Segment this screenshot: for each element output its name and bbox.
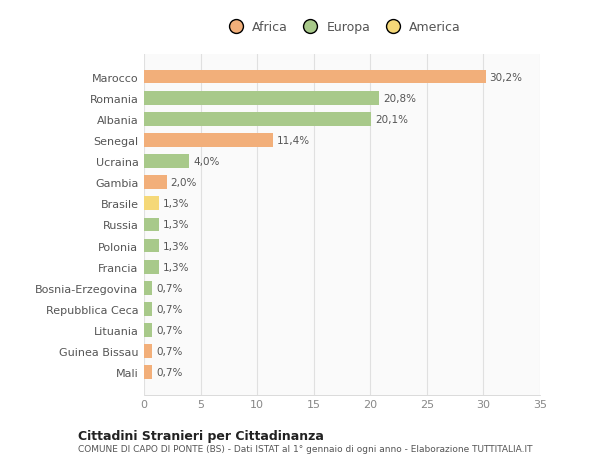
- Bar: [144, 218, 159, 232]
- Bar: [144, 155, 189, 168]
- Text: Cittadini Stranieri per Cittadinanza: Cittadini Stranieri per Cittadinanza: [78, 429, 324, 442]
- Bar: [144, 239, 159, 253]
- Text: 2,0%: 2,0%: [170, 178, 197, 188]
- Text: 1,3%: 1,3%: [163, 220, 189, 230]
- Bar: [144, 260, 159, 274]
- Bar: [144, 366, 152, 379]
- Text: 20,1%: 20,1%: [376, 115, 409, 124]
- Legend: Africa, Europa, America: Africa, Europa, America: [220, 17, 464, 38]
- Text: 1,3%: 1,3%: [163, 199, 189, 209]
- Bar: [144, 324, 152, 337]
- Bar: [144, 134, 273, 147]
- Text: 4,0%: 4,0%: [193, 157, 220, 167]
- Bar: [144, 197, 159, 211]
- Bar: [144, 71, 485, 84]
- Text: 0,7%: 0,7%: [156, 325, 182, 335]
- Text: COMUNE DI CAPO DI PONTE (BS) - Dati ISTAT al 1° gennaio di ogni anno - Elaborazi: COMUNE DI CAPO DI PONTE (BS) - Dati ISTA…: [78, 444, 533, 453]
- Bar: [144, 345, 152, 358]
- Text: 0,7%: 0,7%: [156, 304, 182, 314]
- Bar: [144, 92, 379, 105]
- Text: 0,7%: 0,7%: [156, 368, 182, 377]
- Bar: [144, 112, 371, 126]
- Text: 1,3%: 1,3%: [163, 262, 189, 272]
- Text: 0,7%: 0,7%: [156, 283, 182, 293]
- Text: 11,4%: 11,4%: [277, 135, 310, 146]
- Text: 20,8%: 20,8%: [383, 94, 416, 103]
- Text: 0,7%: 0,7%: [156, 347, 182, 356]
- Bar: [144, 302, 152, 316]
- Text: 30,2%: 30,2%: [490, 73, 523, 82]
- Text: 1,3%: 1,3%: [163, 241, 189, 251]
- Bar: [144, 176, 167, 190]
- Bar: [144, 281, 152, 295]
